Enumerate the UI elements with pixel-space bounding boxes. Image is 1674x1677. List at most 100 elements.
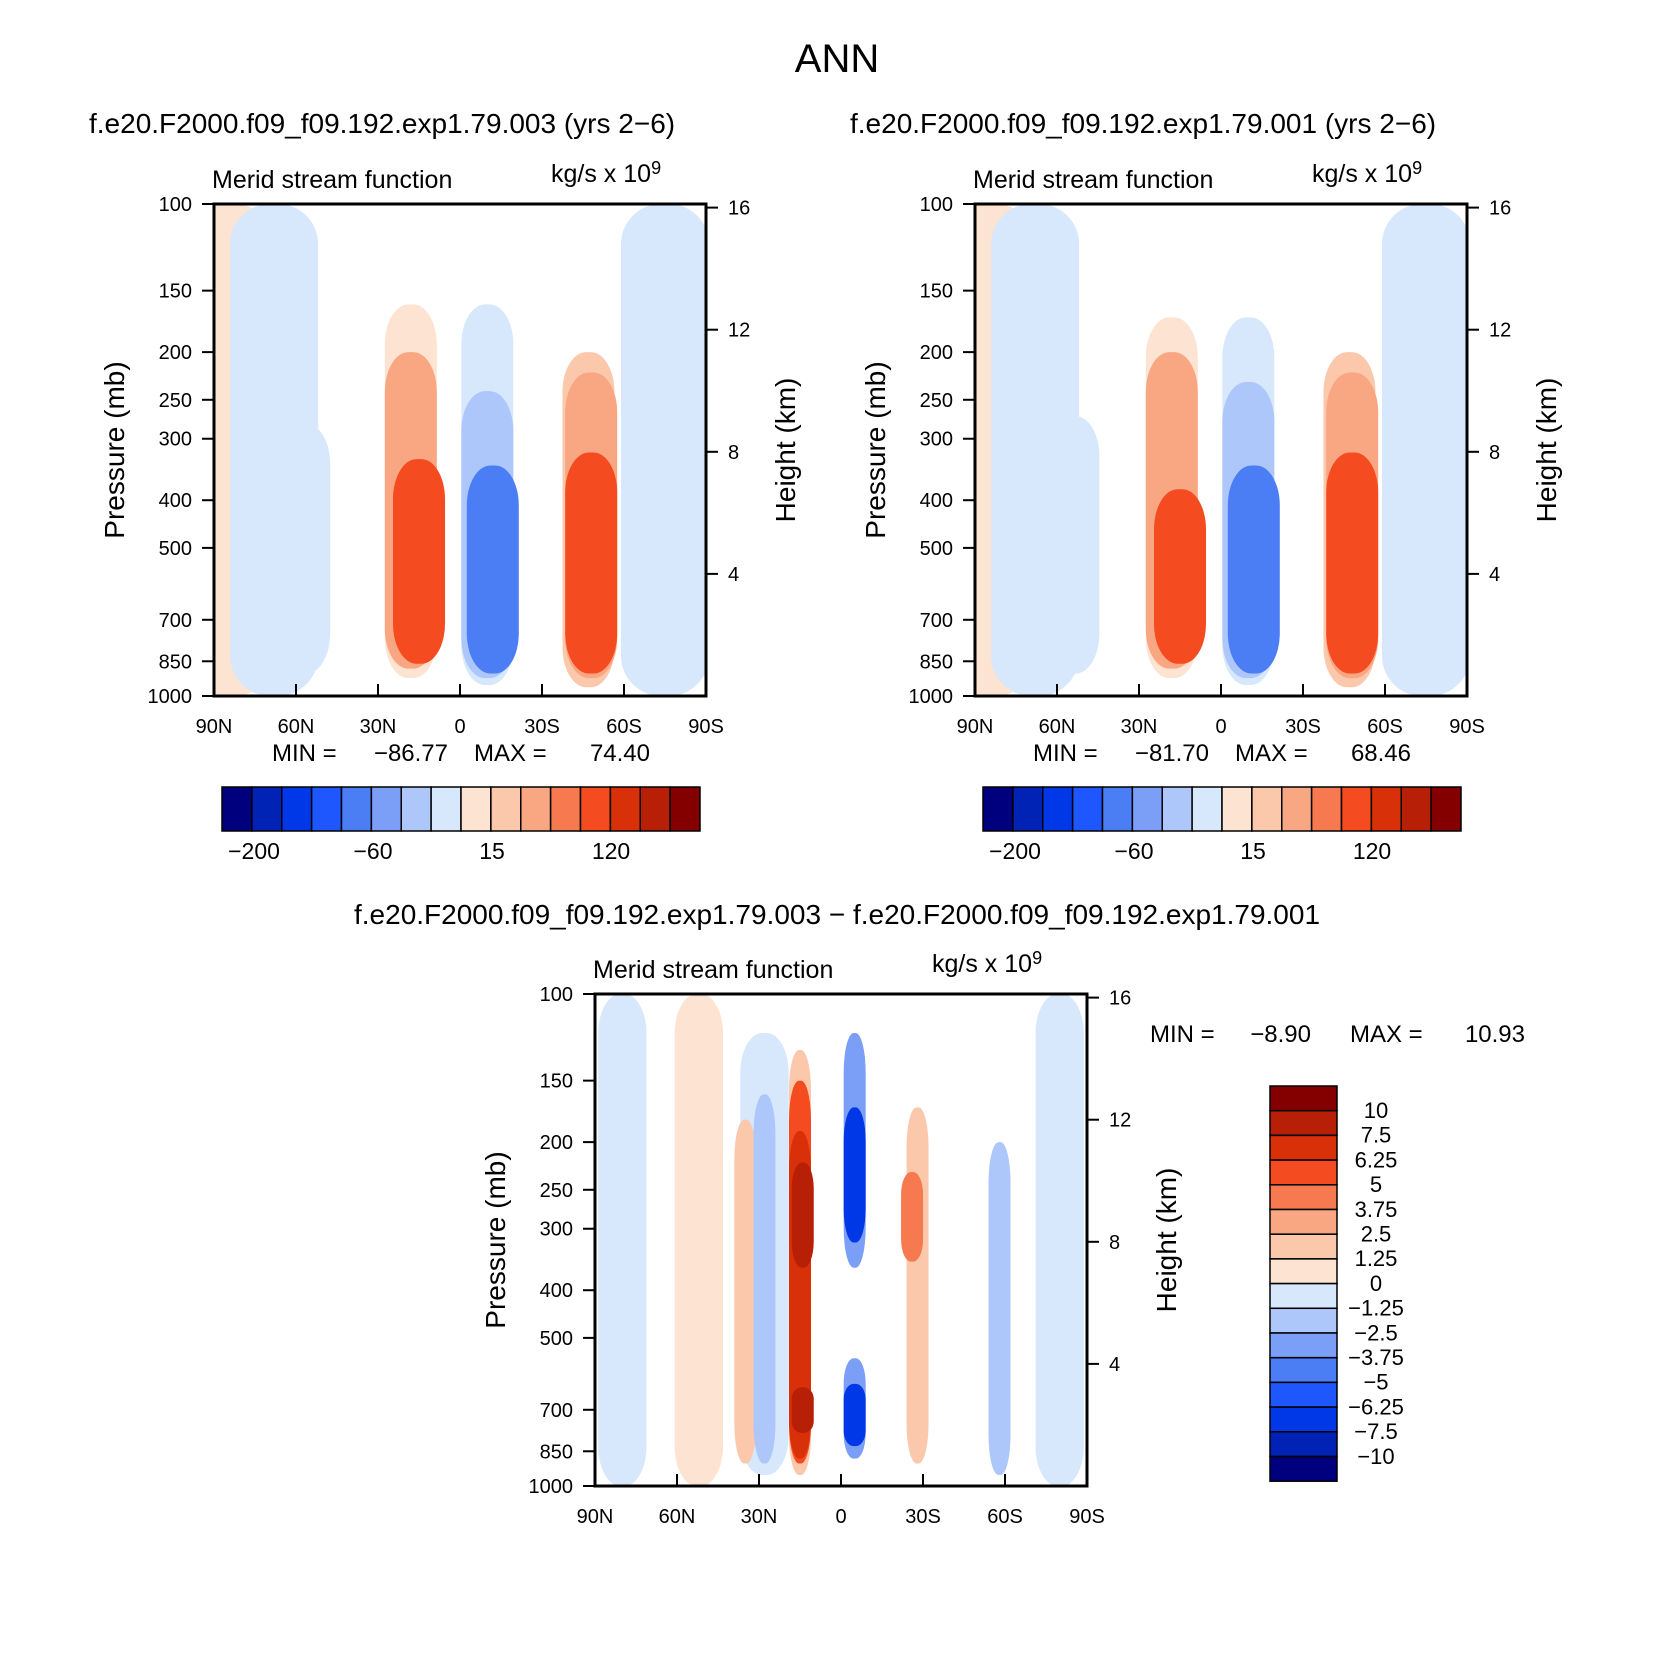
panel-3-min-label: MIN =: [1150, 1021, 1215, 1048]
colorbar-box: [1430, 786, 1462, 832]
x-tick-label: 30N: [360, 716, 397, 738]
y-tick-label: 150: [159, 281, 192, 303]
colorbar-label: −5: [1363, 1370, 1388, 1395]
x-tick-label: 60N: [1039, 716, 1076, 738]
x-tick-label: 60N: [659, 1506, 696, 1528]
y-tick-label: 150: [540, 1071, 573, 1093]
contour-cell: [278, 424, 331, 674]
y-tick-label: 250: [540, 1180, 573, 1202]
colorbar-box: [1269, 1431, 1338, 1458]
colorbar-box: [1269, 1307, 1338, 1334]
colorbar-box: [400, 786, 432, 832]
x-tick-label: 60N: [278, 716, 315, 738]
y-tick-label: 500: [159, 538, 192, 560]
x-tick-label: 90S: [1069, 1506, 1105, 1528]
panel-3-left-string: Merid stream function: [593, 956, 833, 984]
y-tick-label: 850: [920, 651, 953, 673]
page-title: ANN: [795, 37, 879, 81]
colorbar-box: [669, 786, 701, 832]
panel-2-colorbar-label-3: 15: [1240, 838, 1266, 864]
panel-2-units-base: kg/s x 10: [1312, 160, 1412, 188]
contour-cell: [1326, 452, 1379, 674]
colorbar-box: [1281, 786, 1313, 832]
panel-1-max-value: 74.40: [590, 740, 650, 767]
contour-cell: [734, 1119, 757, 1464]
colorbar-label: −7.5: [1354, 1419, 1397, 1444]
colorbar-box: [221, 786, 253, 832]
panel-2-title: f.e20.F2000.f09_f09.192.exp1.79.001 (yrs…: [850, 108, 1436, 139]
contour-cell: [843, 1107, 866, 1243]
colorbar-box: [490, 786, 522, 832]
panel-3-min-value: −8.90: [1250, 1021, 1311, 1048]
panel-1-left-string: Merid stream function: [212, 166, 452, 194]
panel-1-colorbar: [221, 786, 701, 832]
panel-1-min-value: −86.77: [374, 740, 448, 767]
colorbar-box: [1131, 786, 1163, 832]
colorbar-box: [1269, 1282, 1338, 1310]
colorbar-box: [982, 786, 1014, 832]
panel-2-units: kg/s x 109: [1312, 158, 1422, 188]
x-tick-label: 90S: [688, 716, 724, 738]
colorbar-label: 3.75: [1355, 1197, 1398, 1222]
contour-cell: [466, 465, 519, 674]
colorbar-box: [1269, 1356, 1338, 1384]
colorbar-label: 7.5: [1361, 1123, 1392, 1148]
y-tick-label: 400: [920, 490, 953, 512]
y-tick-label: 700: [540, 1400, 573, 1422]
contour-cell: [988, 1142, 1011, 1476]
x-tick-label: 0: [454, 716, 465, 738]
y-right-tick-label: 16: [1489, 198, 1511, 220]
panel-2-colorbar-label-1: −200: [989, 838, 1041, 864]
panel-1-units-exponent: 9: [651, 158, 661, 178]
y-right-tick-label: 12: [1109, 1110, 1131, 1132]
panel-3-units-exponent: 9: [1032, 948, 1042, 968]
panel-1-max-label: MAX =: [474, 740, 547, 767]
x-tick-label: 30N: [741, 1506, 778, 1528]
colorbar-box: [1400, 786, 1432, 832]
panel-2-ylabel-right: Height (km): [1531, 378, 1562, 523]
contour-cell: [791, 1387, 814, 1433]
colorbar-label: 6.25: [1355, 1147, 1398, 1172]
contour-cell: [906, 1107, 929, 1464]
contour-cell: [753, 1094, 776, 1464]
contour-cell: [621, 204, 706, 696]
y-tick-label: 200: [920, 342, 953, 364]
panel-3: f.e20.F2000.f09_f09.192.exp1.79.003 − f.…: [354, 899, 1525, 1528]
colorbar-box: [370, 786, 402, 832]
panel-3-axes: 90N 60N 30N 0 30S 60S 90S 100 150 200 250 300 400 500…: [529, 984, 1132, 1528]
colorbar-box: [1221, 786, 1253, 832]
panel-3-plot-area: [598, 994, 1084, 1486]
colorbar-label: 2.5: [1361, 1222, 1392, 1247]
panel-3-max-label: MAX =: [1350, 1021, 1423, 1048]
y-right-tick-label: 8: [1109, 1232, 1120, 1254]
y-tick-label: 300: [159, 429, 192, 451]
colorbar-box: [1012, 786, 1044, 832]
colorbar-label: −6.25: [1348, 1394, 1404, 1419]
x-tick-label: 30S: [905, 1506, 941, 1528]
colorbar-box: [430, 786, 462, 832]
colorbar-box: [549, 786, 582, 832]
colorbar-box: [251, 786, 283, 832]
y-right-tick-label: 16: [1109, 988, 1131, 1010]
colorbar-box: [1251, 786, 1283, 832]
x-tick-label: 0: [835, 1506, 846, 1528]
colorbar-box: [460, 786, 492, 832]
y-right-tick-label: 8: [1489, 442, 1500, 464]
y-tick-label: 250: [159, 390, 192, 412]
y-right-tick-label: 4: [1489, 564, 1500, 586]
panel-3-units-base: kg/s x 10: [932, 950, 1032, 978]
panel-2: f.e20.F2000.f09_f09.192.exp1.79.001 (yrs…: [850, 108, 1562, 864]
colorbar-box: [1269, 1109, 1338, 1137]
y-right-tick-label: 4: [1109, 1354, 1120, 1376]
panel-1-units: kg/s x 109: [551, 158, 661, 188]
x-tick-label: 0: [1215, 716, 1226, 738]
y-tick-label: 850: [159, 651, 192, 673]
x-tick-label: 90N: [196, 716, 233, 738]
panel-2-ylabel: Pressure (mb): [860, 361, 891, 538]
contour-cell: [393, 459, 445, 664]
y-tick-label: 300: [540, 1219, 573, 1241]
colorbar-box: [1269, 1455, 1338, 1482]
panel-2-plot-area: [975, 204, 1467, 696]
colorbar-box: [1269, 1332, 1338, 1359]
